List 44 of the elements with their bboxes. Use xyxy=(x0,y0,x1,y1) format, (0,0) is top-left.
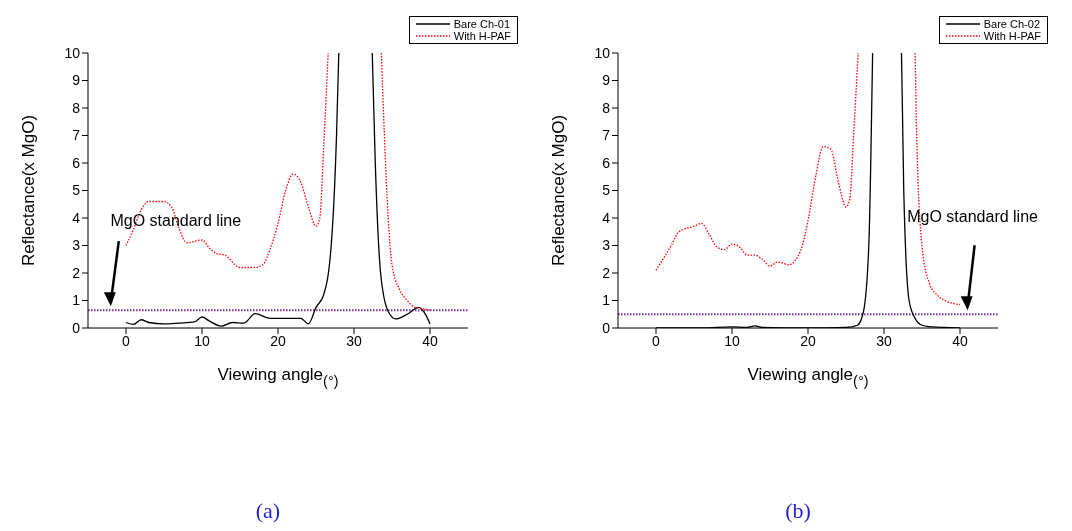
x-axis-title: Viewing angle$_{(°)}$ xyxy=(747,365,869,389)
legend-label: With H-PAF xyxy=(983,30,1041,42)
y-tick-label: 7 xyxy=(72,127,81,144)
x-tick-label: 30 xyxy=(346,332,362,349)
y-tick-label: 0 xyxy=(602,319,611,336)
y-tick-label: 10 xyxy=(64,44,81,61)
y-tick-label: 9 xyxy=(72,72,81,89)
y-tick-label: 9 xyxy=(602,72,611,89)
y-tick-label: 3 xyxy=(602,237,611,254)
x-tick-label: 0 xyxy=(652,332,661,349)
legend-label: Bare Ch-01 xyxy=(453,18,511,30)
y-tick-label: 10 xyxy=(594,44,611,61)
annotation: MgO standard line xyxy=(907,208,1039,226)
y-tick-label: 5 xyxy=(602,182,611,199)
text: (a) xyxy=(254,498,282,524)
y-axis-title: Reflectance(x MgO) xyxy=(19,114,39,267)
x-tick-label: 40 xyxy=(952,332,968,349)
text: (b) xyxy=(784,498,812,524)
x-tick-label: 10 xyxy=(194,332,210,349)
y-tick-label: 4 xyxy=(602,209,611,226)
y-tick-label: 7 xyxy=(602,127,611,144)
y-tick-label: 2 xyxy=(602,264,611,281)
y-tick-label: 6 xyxy=(602,154,611,171)
y-tick-label: 1 xyxy=(72,292,81,309)
y-tick-label: 5 xyxy=(72,182,81,199)
x-tick-label: 10 xyxy=(724,332,740,349)
x-axis-title: Viewing angle$_{(°)}$ xyxy=(217,365,339,389)
y-tick-label: 4 xyxy=(72,209,81,226)
x-tick-label: 20 xyxy=(270,332,286,349)
y-tick-label: 0 xyxy=(72,319,81,336)
y-tick-label: 6 xyxy=(72,154,81,171)
legend-label: With H-PAF xyxy=(453,30,511,42)
y-tick-label: 1 xyxy=(602,292,611,309)
y-tick-label: 8 xyxy=(602,99,611,116)
y-axis-title: Reflectance(x MgO) xyxy=(549,114,569,267)
x-tick-label: 30 xyxy=(876,332,892,349)
annotation: MgO standard line xyxy=(110,212,242,230)
x-tick-label: 20 xyxy=(800,332,816,349)
y-tick-label: 2 xyxy=(72,264,81,281)
x-tick-label: 40 xyxy=(422,332,438,349)
legend-label: Bare Ch-02 xyxy=(983,18,1041,30)
x-tick-label: 0 xyxy=(122,332,131,349)
y-tick-label: 8 xyxy=(72,99,81,116)
y-tick-label: 3 xyxy=(72,237,81,254)
